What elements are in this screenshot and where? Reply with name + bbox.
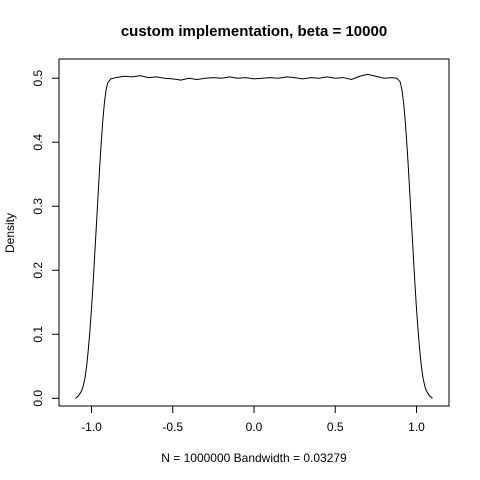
y-tick-label: 0.5 — [31, 70, 45, 87]
x-axis-label: N = 1000000 Bandwidth = 0.03279 — [161, 451, 347, 465]
y-tick-label: 0.2 — [31, 262, 45, 279]
plot-frame — [58, 58, 450, 407]
x-axis: -1.0 -0.5 0.0 0.5 1.0 — [81, 405, 425, 434]
y-tick-label: 0.3 — [31, 198, 45, 215]
y-axis: 0.0 0.1 0.2 0.3 0.4 0.5 — [31, 70, 60, 407]
y-tick-label: 0.1 — [31, 326, 45, 343]
x-tick-label: 1.0 — [408, 420, 425, 434]
y-tick-label: 0.4 — [31, 134, 45, 151]
x-tick-label: 0.0 — [246, 420, 263, 434]
x-tick-label: 0.5 — [327, 420, 344, 434]
x-tick-label: -1.0 — [81, 420, 102, 434]
density-line — [75, 73, 433, 399]
y-tick-label: 0.0 — [31, 390, 45, 407]
chart-title: custom implementation, beta = 10000 — [121, 23, 387, 40]
x-tick-label: -0.5 — [162, 420, 183, 434]
y-axis-label: Density — [3, 213, 17, 253]
